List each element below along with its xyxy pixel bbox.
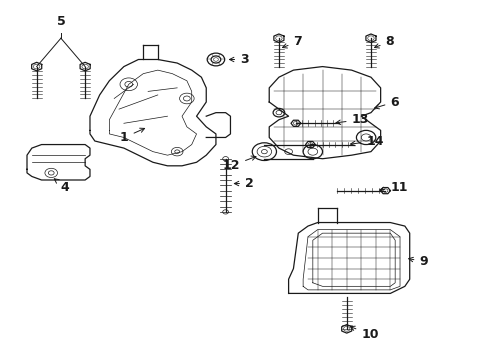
Text: 4: 4 bbox=[54, 179, 70, 194]
Text: 9: 9 bbox=[409, 255, 428, 268]
Text: 14: 14 bbox=[350, 135, 384, 148]
Text: 6: 6 bbox=[375, 95, 399, 109]
Text: 2: 2 bbox=[234, 177, 254, 190]
Text: 12: 12 bbox=[222, 156, 256, 172]
Text: 11: 11 bbox=[380, 181, 408, 194]
Text: 7: 7 bbox=[283, 35, 302, 48]
Text: 13: 13 bbox=[336, 113, 369, 126]
Text: 5: 5 bbox=[56, 15, 65, 28]
Text: 8: 8 bbox=[374, 35, 394, 48]
Text: 3: 3 bbox=[229, 53, 249, 66]
Text: 1: 1 bbox=[120, 128, 145, 144]
Text: 10: 10 bbox=[350, 326, 379, 341]
